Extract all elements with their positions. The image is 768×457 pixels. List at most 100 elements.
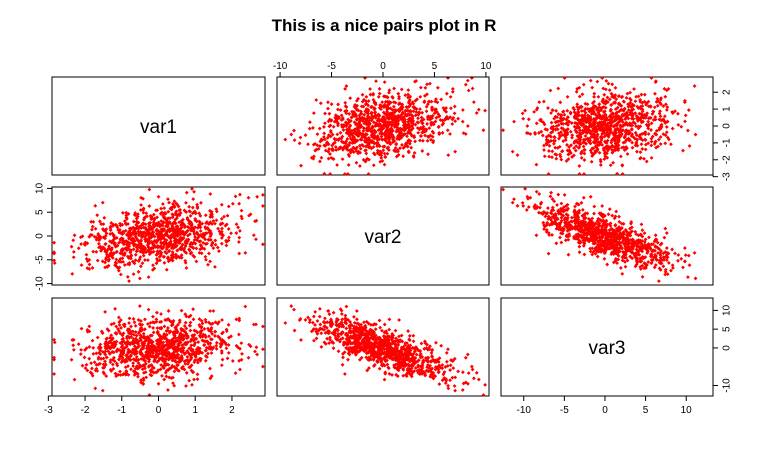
scatter-point [576,240,581,245]
scatter-point [401,132,406,137]
scatter-point [190,186,194,191]
scatter-point [545,127,550,132]
scatter-point [52,337,57,342]
scatter-point [614,113,619,118]
scatter-point [211,246,216,250]
scatter-point [653,140,657,144]
scatter-point [385,109,389,114]
scatter-point [652,105,657,110]
scatter-point [409,113,414,118]
scatter-point [390,94,395,99]
scatter-point [566,237,571,242]
scatter-point [208,259,212,264]
scatter-point [550,108,555,112]
scatter-point [559,201,564,206]
scatter-point [214,218,219,223]
scatter-point [422,99,427,104]
scatter-point [176,233,180,238]
scatter-point [657,117,662,122]
scatter-point [106,254,111,259]
scatter-point [197,219,202,224]
scatter-point [130,259,135,264]
scatter-point [162,324,167,329]
scatter-point [114,223,119,228]
scatter-point [612,135,617,140]
scatter-point [203,226,208,231]
scatter-point [385,151,390,156]
scatter-point [385,140,390,145]
scatter-point [643,255,647,260]
scatter-point [103,228,108,233]
scatter-point [406,88,411,93]
scatter-point [579,109,584,113]
scatter-point [584,141,588,146]
scatter-point [215,245,220,250]
scatter-point [577,131,582,135]
scatter-point [347,148,352,153]
scatter-point [119,248,124,253]
scatter-point [195,202,199,207]
scatter-point [418,94,423,99]
scatter-point [188,219,193,224]
scatter-point [141,331,146,336]
scatter-point [634,124,638,129]
scatter-point [401,154,406,159]
scatter-point [584,232,589,236]
scatter-point [123,228,128,233]
scatter-point [617,219,622,224]
scatter-point [206,262,210,267]
scatter-point [625,230,629,234]
scatter-point [657,100,662,105]
scatter-point [423,93,427,98]
scatter-point [94,351,99,356]
scatter-point [628,226,632,231]
scatter-point [607,242,612,247]
scatter-point [602,157,607,161]
scatter-point [190,211,195,216]
scatter-point [173,220,177,225]
scatter-point [419,118,424,123]
scatter-point [159,241,164,246]
scatter-point [616,250,621,254]
scatter-point [582,125,587,130]
scatter-point [651,248,656,253]
scatter-point [549,120,554,125]
scatter-point [658,109,662,114]
scatter-point [364,94,369,99]
scatter-point [363,135,368,140]
scatter-point [403,112,408,116]
scatter-point [562,76,567,80]
scatter-point [585,113,590,118]
scatter-point [192,189,196,194]
scatter-point [136,374,140,379]
scatter-point [347,132,352,137]
scatter-point [121,259,126,264]
scatter-point [126,222,130,226]
scatter-point [358,123,362,128]
scatter-point [100,200,105,205]
scatter-point [378,131,383,136]
scatter-point [82,241,87,246]
scatter-point [372,101,377,105]
scatter-point [612,139,617,144]
scatter-point [429,137,433,142]
scatter-point [597,112,602,117]
scatter-point [382,133,387,137]
scatter-point [201,332,206,337]
scatter-point [340,116,345,120]
scatter-point [611,260,616,265]
scatter-point [311,126,315,130]
scatter-point [141,206,146,211]
scatter-point [354,106,359,111]
scatter-point [129,335,134,339]
scatter-point [177,213,182,217]
scatter-point [393,124,398,129]
scatter-point [658,251,662,256]
scatter-point [379,130,384,135]
scatter-point [592,237,596,242]
scatter-point [96,233,101,238]
scatter-point [192,209,197,214]
scatter-point [225,356,230,361]
scatter-point [613,93,618,98]
